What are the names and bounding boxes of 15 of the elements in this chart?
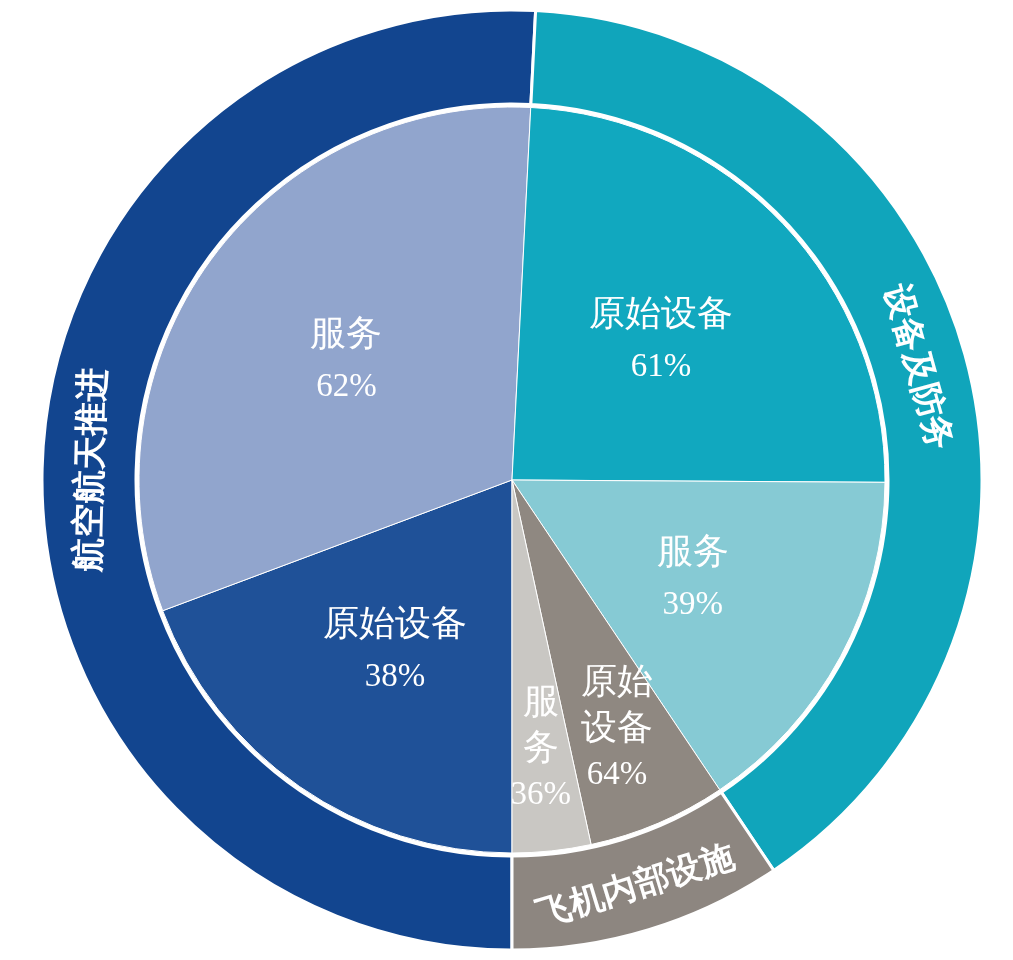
slice-label: 原始设备 — [323, 602, 468, 643]
slice-label: 服务 — [522, 681, 559, 768]
text: 64% — [586, 755, 648, 792]
text: 36% — [510, 775, 571, 812]
text: 39% — [662, 585, 723, 622]
text: 62% — [316, 366, 377, 403]
slice-label: 服务 — [310, 312, 383, 353]
slice-label: 原始设备 — [589, 293, 734, 334]
slice-label: 飞机内部设施 — [530, 835, 739, 934]
text: 61% — [630, 347, 692, 384]
slice-label: 原始设备 — [581, 661, 654, 748]
text: 38% — [364, 656, 426, 693]
slice-label: 设备及防务 — [877, 278, 962, 455]
slice-label: 服务 — [656, 531, 729, 572]
slice-label: 航空航天推进 — [66, 366, 112, 573]
